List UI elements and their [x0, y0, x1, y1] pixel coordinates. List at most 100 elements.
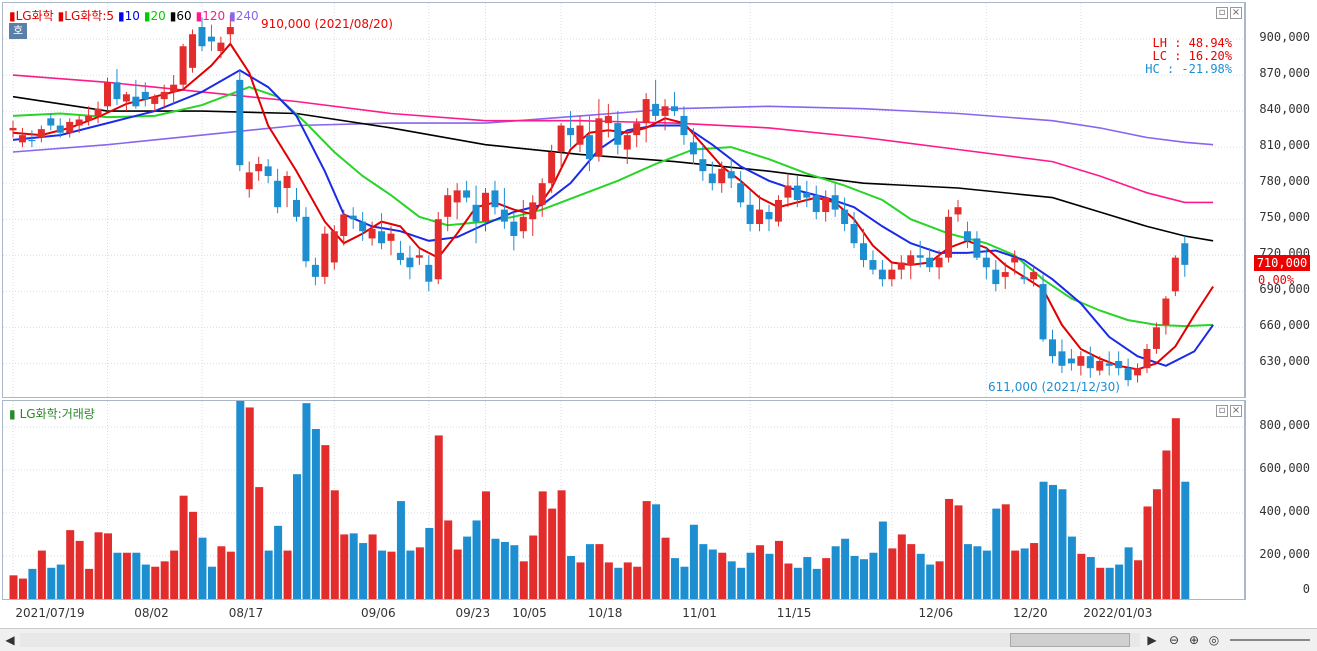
- volume-bar: [718, 552, 727, 599]
- candle-body: [633, 123, 641, 136]
- price-pane[interactable]: ▮LG화학 ▮LG화학:5 ▮10 ▮20 ▮60 ▮120 ▮240 호 LH : 48.…: [2, 2, 1245, 398]
- candle-body: [198, 27, 206, 47]
- price-tick-label: 780,000: [1259, 174, 1310, 189]
- legend-item[interactable]: ▮20: [143, 9, 166, 23]
- volume-bar: [671, 558, 679, 599]
- candle-body: [945, 216, 953, 258]
- volume-bar: [56, 564, 65, 599]
- volume-bar: [1162, 450, 1171, 599]
- price-axis: 900,000 870,000 840,000 810,000 780,000 750,0…: [1245, 2, 1316, 398]
- candle-body: [642, 99, 650, 124]
- volume-bar: [1086, 557, 1095, 599]
- candle-body: [217, 42, 225, 52]
- volume-bar: [37, 550, 46, 599]
- maximize-icon[interactable]: ▫: [1216, 405, 1228, 417]
- current-pct: 0.00%: [1258, 273, 1295, 287]
- volume-bar: [283, 550, 292, 599]
- ho-button[interactable]: 호: [9, 23, 27, 39]
- volume-bar: [491, 538, 500, 599]
- candle-body: [75, 119, 83, 126]
- zoom-slider[interactable]: [1230, 639, 1310, 641]
- volume-bar: [302, 403, 311, 599]
- candle-body: [973, 238, 981, 258]
- volume-bar: [935, 561, 944, 599]
- candle-body: [737, 183, 745, 203]
- stats-box: LH : 48.94% LC : 16.20% HC : -21.98%: [1145, 37, 1232, 76]
- zoom-in-icon[interactable]: ⊕: [1188, 633, 1200, 647]
- scroll-left-icon[interactable]: ◀: [5, 633, 15, 647]
- volume-bar: [104, 533, 112, 599]
- volume-bar: [576, 562, 585, 599]
- date-tick-label: 11/15: [776, 606, 812, 620]
- candle-body: [274, 180, 282, 208]
- candle-body: [28, 139, 36, 142]
- scroll-thumb[interactable]: [1010, 633, 1130, 647]
- candle-body: [1011, 257, 1019, 263]
- date-tick-label: 2021/07/19: [15, 606, 85, 620]
- scrollbar[interactable]: ◀ ▶ ⊖ ⊕ ◎: [0, 628, 1317, 651]
- volume-bar: [1181, 481, 1190, 599]
- volume-bar: [822, 558, 831, 599]
- candle-body: [444, 195, 452, 217]
- volume-bar: [321, 445, 330, 599]
- volume-bar: [425, 527, 434, 599]
- volume-bar: [652, 504, 661, 599]
- candle-body: [652, 103, 660, 116]
- candle-body: [623, 135, 631, 150]
- candle-body: [963, 231, 971, 241]
- volume-bar: [519, 561, 528, 599]
- candle-body: [491, 190, 499, 208]
- volume-bar: [633, 566, 642, 599]
- volume-bar: [916, 553, 925, 599]
- volume-pane[interactable]: ▮ LG화학:거래량 ▫ ×: [2, 400, 1245, 600]
- volume-bar: [434, 435, 443, 599]
- volume-bar: [349, 533, 358, 599]
- close-icon[interactable]: ×: [1230, 405, 1242, 417]
- close-icon[interactable]: ×: [1230, 7, 1242, 19]
- volume-bar: [226, 551, 235, 599]
- legend-item[interactable]: ▮LG화학:5: [57, 9, 115, 23]
- price-tick-label: 870,000: [1259, 66, 1310, 81]
- candle-body: [264, 166, 272, 176]
- volume-bar: [368, 534, 377, 599]
- scroll-track[interactable]: [20, 633, 1140, 647]
- candle-body: [916, 255, 924, 258]
- ma5-line: [12, 42, 1214, 371]
- legend-item[interactable]: ▮60: [169, 9, 192, 23]
- candle-body: [1001, 272, 1009, 277]
- candle-body: [132, 96, 140, 107]
- candle-body: [463, 190, 471, 198]
- candle-body: [831, 195, 839, 210]
- legend-item[interactable]: ▮120: [195, 9, 226, 23]
- scroll-right-icon[interactable]: ▶: [1147, 633, 1157, 647]
- candle-body: [396, 252, 404, 261]
- candle-body: [557, 125, 565, 152]
- legend-item[interactable]: ▮10: [118, 9, 140, 23]
- candle-body: [9, 127, 17, 131]
- candle-body: [293, 200, 300, 217]
- volume-bar: [756, 545, 765, 599]
- price-pane-buttons: ▫ ×: [1214, 7, 1242, 19]
- volume-legend-label: LG화학:거래량: [19, 407, 95, 421]
- volume-bar: [727, 561, 736, 599]
- zoom-out-icon[interactable]: ⊖: [1168, 633, 1180, 647]
- date-tick-label: 09/23: [455, 606, 491, 620]
- stat-lc: LC : 16.20%: [1152, 49, 1232, 63]
- legend-item[interactable]: ▮240: [229, 9, 259, 23]
- candle-body: [1049, 339, 1056, 357]
- volume-bar: [406, 550, 415, 599]
- date-tick-label: 2022/01/03: [1083, 606, 1153, 620]
- candle-body: [321, 233, 329, 277]
- volume-bar: [160, 561, 169, 599]
- candle-body: [1171, 257, 1179, 292]
- volume-bar: [567, 555, 576, 599]
- zoom-reset-icon[interactable]: ◎: [1208, 633, 1220, 647]
- price-tick-label: 690,000: [1259, 282, 1310, 297]
- volume-bar: [982, 550, 991, 599]
- legend-item[interactable]: ▮LG화학: [9, 9, 54, 23]
- maximize-icon[interactable]: ▫: [1216, 7, 1228, 19]
- candle-body: [926, 257, 934, 268]
- volume-bar: [245, 407, 254, 599]
- candle-body: [529, 202, 537, 220]
